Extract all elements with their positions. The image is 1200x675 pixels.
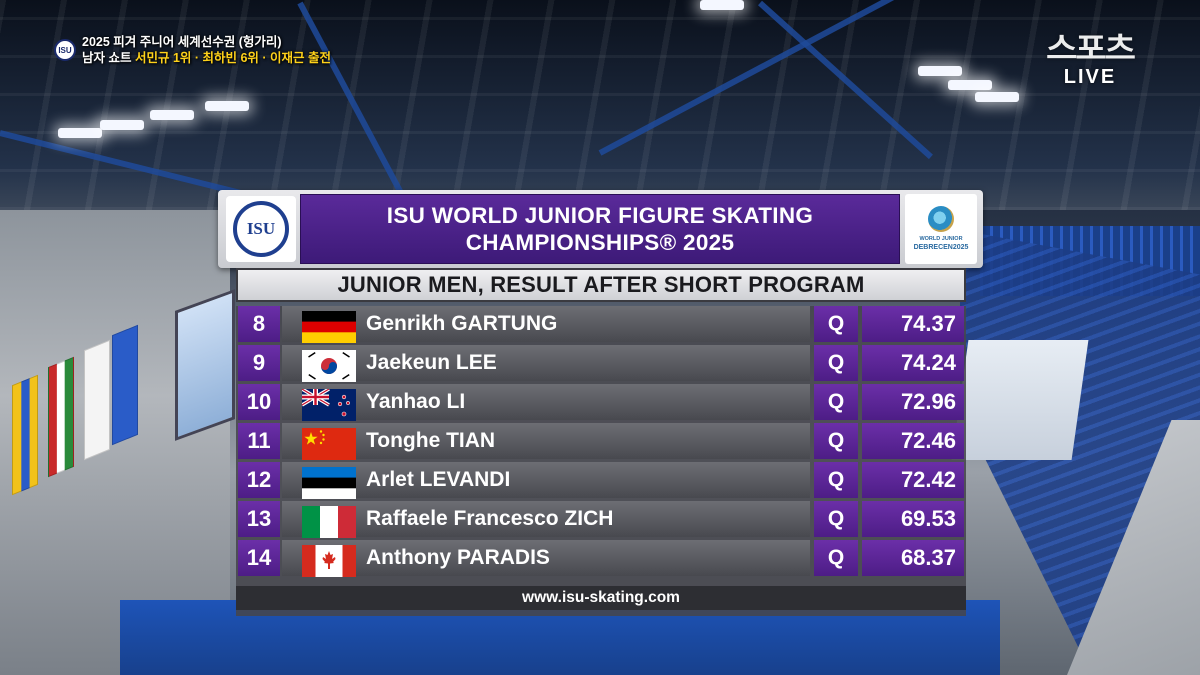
rank-cell: 9 (238, 345, 280, 381)
ceiling-light (58, 128, 102, 138)
result-row: 10 Yanhao LI Q 72.96 (236, 384, 966, 421)
athlete-cell: Genrikh GARTUNG (282, 306, 810, 343)
qualified-badge: Q (814, 462, 858, 498)
athlete-cell: Jaekeun LEE (282, 345, 810, 382)
ceiling-light (918, 66, 962, 76)
qualified-badge: Q (814, 306, 858, 342)
athlete-name: Raffaele Francesco ZICH (366, 507, 614, 530)
score-cell: 72.96 (862, 384, 964, 420)
result-row: 11 Tonghe TIAN Q 72.46 (236, 423, 966, 460)
result-row: 8 Genrikh GARTUNG Q 74.37 (236, 306, 966, 343)
results-table: 8 Genrikh GARTUNG Q 74.37 9 Jaekeun LEE … (236, 306, 966, 616)
result-subtitle: JUNIOR MEN, RESULT AFTER SHORT PROGRAM (337, 272, 865, 297)
rank-cell: 12 (238, 462, 280, 498)
athlete-name: Genrikh GARTUNG (366, 312, 558, 335)
athlete-cell: Yanhao LI (282, 384, 810, 421)
result-row: 12 Arlet LEVANDI Q 72.42 (236, 462, 966, 499)
athlete-name: Tonghe TIAN (366, 429, 496, 452)
new-zealand-flag-icon (302, 389, 356, 421)
result-subtitle-bar: JUNIOR MEN, RESULT AFTER SHORT PROGRAM (236, 268, 966, 302)
website-footer: www.isu-skating.com (236, 586, 966, 610)
score-cell: 74.37 (862, 306, 964, 342)
ceiling-light (975, 92, 1019, 102)
event-emblem-icon (928, 206, 954, 232)
score-cell: 74.24 (862, 345, 964, 381)
korea-flag-icon (302, 350, 356, 382)
ceiling-light (150, 110, 194, 120)
athlete-cell: Tonghe TIAN (282, 423, 810, 460)
ceiling-light (205, 101, 249, 111)
isu-logo-icon: ISU (233, 201, 289, 257)
hanging-flag (112, 324, 138, 446)
result-row: 9 Jaekeun LEE Q 74.24 (236, 345, 966, 382)
athlete-name: Jaekeun LEE (366, 351, 497, 374)
canada-flag-icon (302, 545, 356, 577)
event-logo-subtitle: WORLD JUNIOR (919, 236, 963, 242)
caption-line2-highlight: 서민규 1위 · 최하빈 6위 · 이재근 출전 (134, 51, 332, 65)
arena-roof (0, 0, 1200, 210)
qualified-badge: Q (814, 540, 858, 576)
broadcaster-logo-mark: 스포츠 (1046, 31, 1136, 67)
qualified-badge: Q (814, 423, 858, 459)
qualified-badge: Q (814, 384, 858, 420)
athlete-cell: Arlet LEVANDI (282, 462, 810, 499)
athlete-name: Anthony PARADIS (366, 546, 550, 569)
broadcast-caption: ISU 2025 피겨 주니어 세계선수권 (헝가리) 남자 쇼트 서민규 1위… (54, 34, 331, 66)
championship-title: ISU WORLD JUNIOR FIGURE SKATING CHAMPION… (300, 194, 900, 264)
hanging-flag (12, 374, 38, 496)
rank-cell: 8 (238, 306, 280, 342)
title-line-1: ISU WORLD JUNIOR FIGURE SKATING (386, 203, 814, 228)
score-cell: 68.37 (862, 540, 964, 576)
qualified-badge: Q (814, 501, 858, 537)
isu-small-logo-icon: ISU (54, 39, 76, 61)
athlete-name: Arlet LEVANDI (366, 468, 511, 491)
rank-cell: 14 (238, 540, 280, 576)
result-row: 13 Raffaele Francesco ZICH Q 69.53 (236, 501, 966, 538)
germany-flag-icon (302, 311, 356, 343)
ceiling-light (700, 0, 744, 10)
broadcaster-logo: 스포츠 LIVE (1030, 31, 1150, 156)
result-row: 14 Anthony PARADIS Q 68.37 (236, 540, 966, 577)
italy-flag-icon (302, 506, 356, 538)
athlete-cell: Anthony PARADIS (282, 540, 810, 577)
ceiling-light (100, 120, 144, 130)
qualified-badge: Q (814, 345, 858, 381)
scoreboard-header: ISU ISU WORLD JUNIOR FIGURE SKATING CHAM… (218, 190, 983, 268)
rank-cell: 11 (238, 423, 280, 459)
hanging-flag (48, 356, 74, 478)
score-cell: 69.53 (862, 501, 964, 537)
live-indicator: LIVE (1063, 66, 1117, 88)
rank-cell: 13 (238, 501, 280, 537)
event-logo-city: DEBRECEN2025 (913, 244, 969, 251)
score-cell: 72.42 (862, 462, 964, 498)
caption-line2: 남자 쇼트 서민규 1위 · 최하빈 6위 · 이재근 출전 (82, 50, 331, 66)
caption-line2-prefix: 남자 쇼트 (82, 51, 132, 65)
athlete-name: Yanhao LI (366, 390, 466, 413)
athlete-cell: Raffaele Francesco ZICH (282, 501, 810, 538)
website-url: www.isu-skating.com (522, 589, 680, 606)
title-line-2: CHAMPIONSHIPS® 2025 (465, 230, 735, 255)
hanging-flag (84, 339, 110, 461)
isu-logo: ISU (226, 196, 296, 262)
caption-text: 2025 피겨 주니어 세계선수권 (헝가리) 남자 쇼트 서민규 1위 · 최… (82, 34, 331, 66)
caption-line1: 2025 피겨 주니어 세계선수권 (헝가리) (82, 35, 282, 49)
scoreboard: ISU ISU WORLD JUNIOR FIGURE SKATING CHAM… (218, 190, 983, 616)
rank-cell: 10 (238, 384, 280, 420)
china-flag-icon (302, 428, 356, 460)
estonia-flag-icon (302, 467, 356, 499)
ceiling-light (948, 80, 992, 90)
event-logo: WORLD JUNIOR DEBRECEN2025 (905, 194, 977, 264)
score-cell: 72.46 (862, 423, 964, 459)
